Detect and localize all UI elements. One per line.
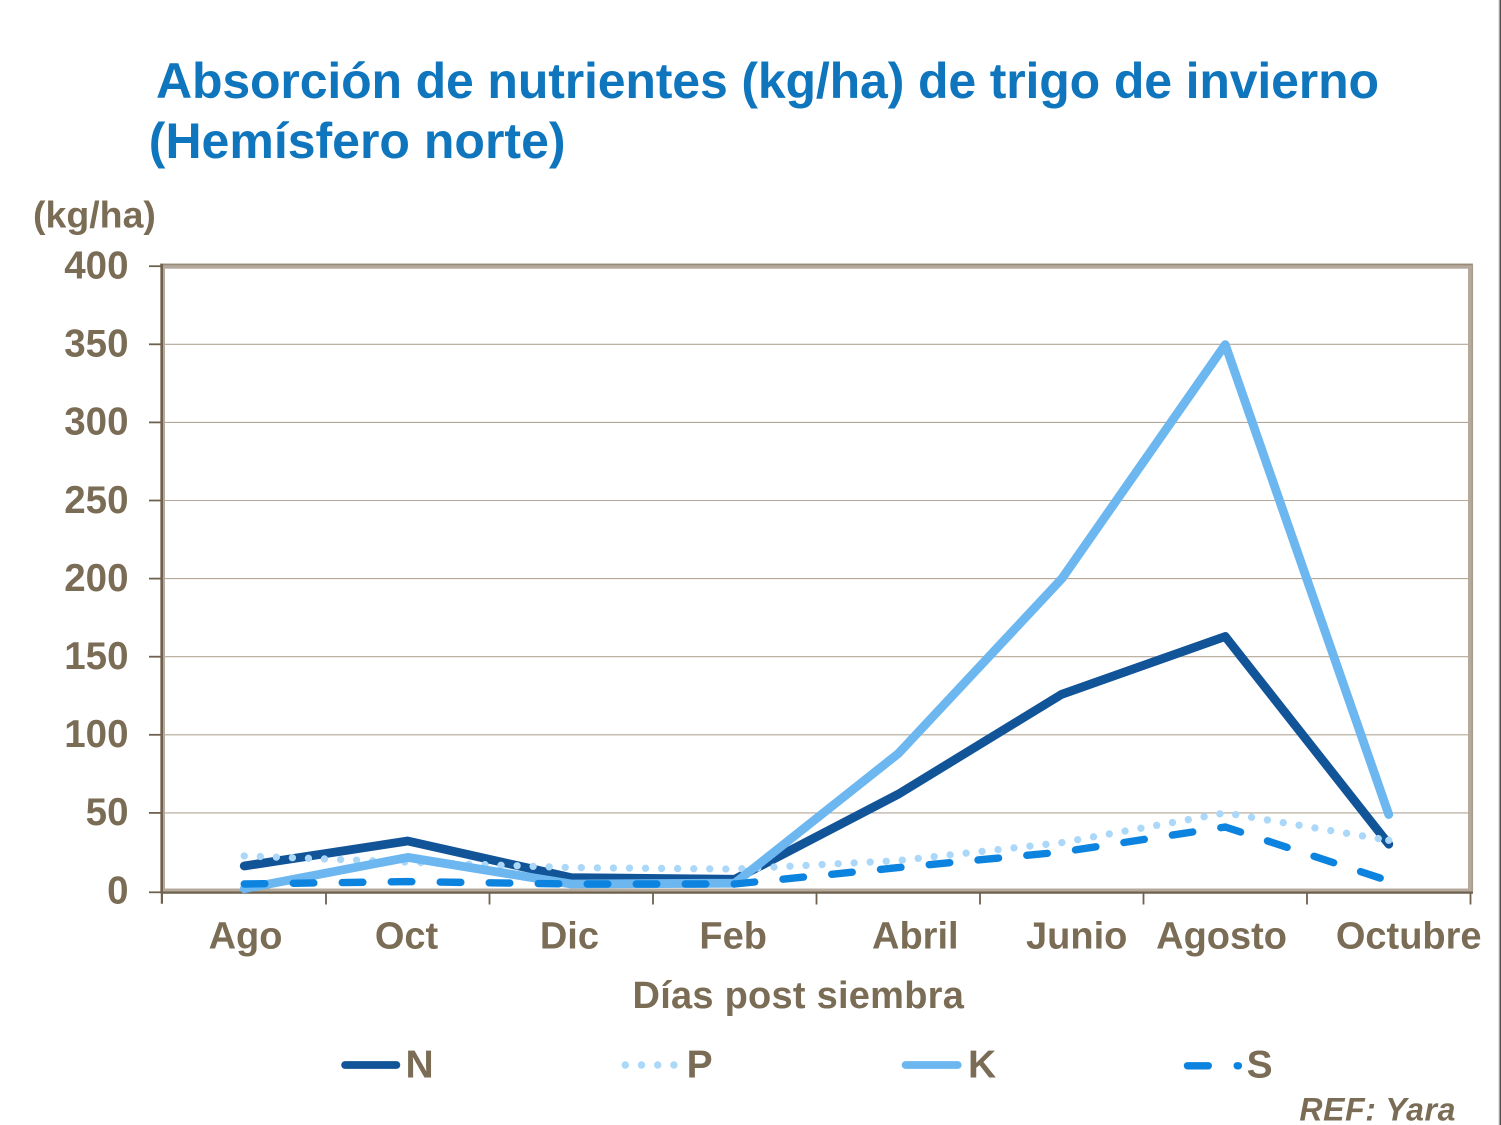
svg-text:200: 200 — [64, 557, 128, 600]
svg-text:Días post siembra: Días post siembra — [633, 975, 965, 1017]
svg-text:300: 300 — [64, 401, 128, 444]
svg-text:REF: Yara: REF: Yara — [1299, 1092, 1456, 1125]
svg-text:50: 50 — [86, 791, 129, 834]
svg-text:350: 350 — [64, 323, 128, 366]
svg-text:(kg/ha): (kg/ha) — [33, 194, 156, 236]
svg-text:Ago: Ago — [209, 916, 283, 958]
svg-text:250: 250 — [64, 479, 128, 522]
svg-text:100: 100 — [64, 713, 128, 756]
svg-text:K: K — [968, 1044, 996, 1087]
svg-text:0: 0 — [107, 870, 128, 913]
svg-text:Absorción de nutrientes (kg/ha: Absorción de nutrientes (kg/ha) de trigo… — [156, 53, 1379, 109]
svg-text:Oct: Oct — [375, 916, 439, 958]
svg-text:400: 400 — [64, 245, 128, 288]
svg-text:Agosto: Agosto — [1156, 916, 1287, 958]
svg-text:Octubre: Octubre — [1336, 916, 1482, 958]
svg-text:Junio: Junio — [1026, 916, 1127, 958]
svg-text:150: 150 — [64, 635, 128, 678]
svg-text:Feb: Feb — [699, 916, 767, 958]
svg-text:P: P — [687, 1044, 713, 1087]
svg-text:Dic: Dic — [540, 916, 599, 958]
svg-text:S: S — [1247, 1044, 1273, 1087]
svg-text:(Hemísfero norte): (Hemísfero norte) — [149, 113, 566, 169]
svg-text:N: N — [406, 1044, 434, 1087]
svg-text:Abril: Abril — [872, 916, 959, 958]
